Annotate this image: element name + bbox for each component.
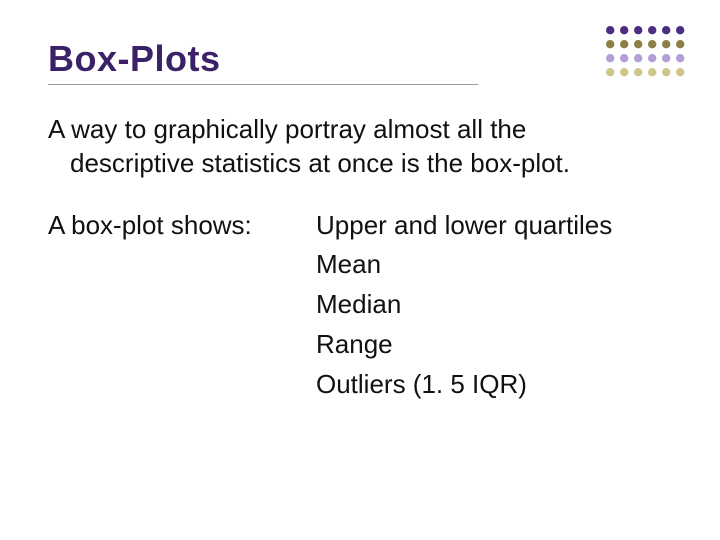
two-column-region: A box-plot shows: Upper and lower quarti… [48,209,672,402]
feature-list: Upper and lower quartiles Mean Median Ra… [316,209,612,402]
title-block: Box-Plots [48,38,478,85]
decorative-dot-grid-icon [604,24,686,78]
list-item: Range [316,328,612,362]
list-item: Mean [316,248,612,282]
slide-body: A way to graphically portray almost all … [48,113,672,402]
para-line-1: A way to graphically portray almost all … [48,114,526,144]
para-line-2: descriptive statistics at once is the bo… [48,147,672,181]
title-underline [48,84,478,85]
slide: Box-Plots A way to graphically portray a… [0,0,720,540]
title-row: Box-Plots [48,38,672,85]
left-label: A box-plot shows: [48,209,288,402]
intro-paragraph: A way to graphically portray almost all … [48,113,672,181]
list-item: Outliers (1. 5 IQR) [316,368,612,402]
list-item: Median [316,288,612,322]
list-item: Upper and lower quartiles [316,209,612,243]
slide-title: Box-Plots [48,38,478,80]
